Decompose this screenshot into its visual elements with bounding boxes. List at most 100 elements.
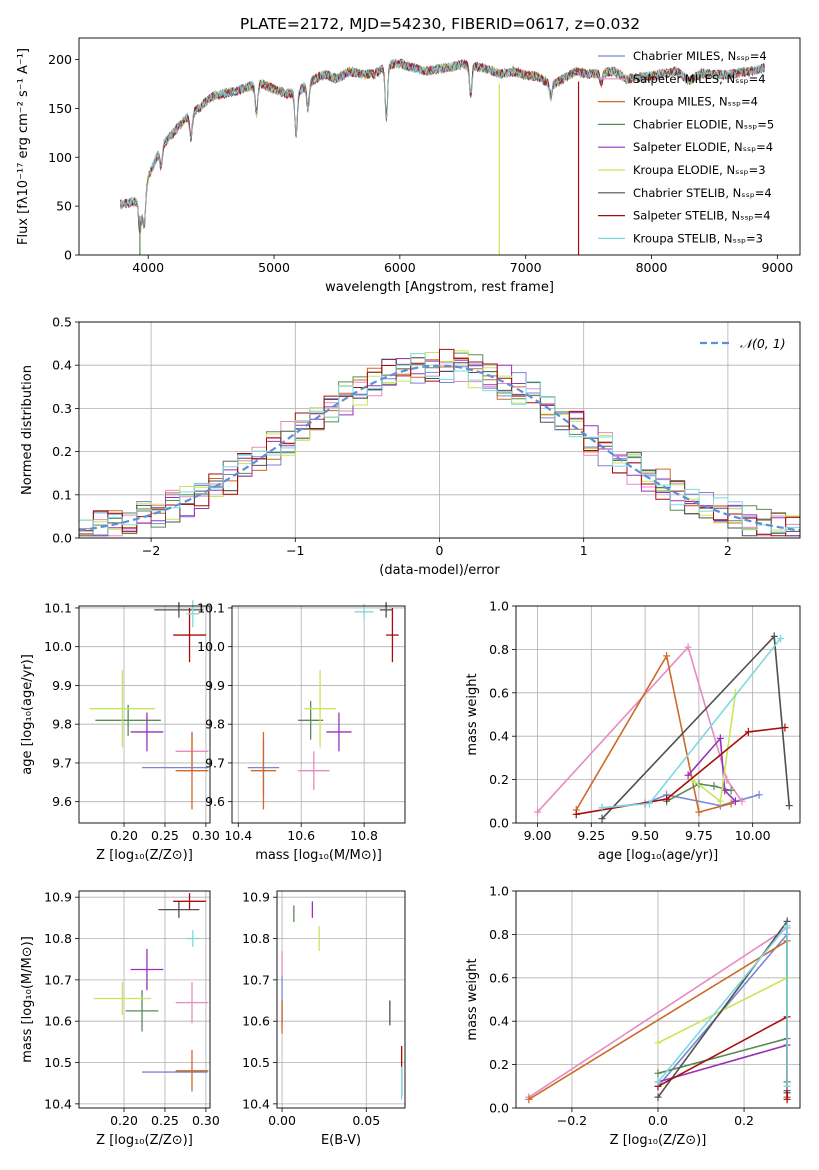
y-tick-label: 9.7 bbox=[52, 755, 72, 770]
y-tick-label: 9.9 bbox=[52, 678, 72, 693]
legend-label: Kroupa ELODIE, Nₛₛₚ=3 bbox=[633, 163, 766, 177]
plot-area: 𝒩(0, 1) bbox=[78, 336, 801, 537]
y-tick-label: 0.2 bbox=[489, 772, 509, 787]
x-tick-label: −2 bbox=[142, 543, 160, 558]
panel-massweight-vs-Z: −0.2 0.0 0.2 0.0 0.2 0.4 0.6 0.8 1.0 Z [log₁₀(Z/Z… bbox=[465, 884, 801, 1148]
y-tick-label: 0.4 bbox=[489, 1014, 509, 1029]
legend-label: Chabrier STELIB, Nₛₛₚ=4 bbox=[633, 186, 772, 200]
y-axis-label: mass [log₁₀(M/M⊙)] bbox=[20, 936, 35, 1063]
y-tick-label: 50 bbox=[56, 199, 72, 214]
plot-area bbox=[281, 901, 403, 1100]
panels: Chabrier MILES, Nₛₛₚ=4 Salpeter MILES, Nₛ… bbox=[16, 37, 801, 1148]
y-axis-label: age [log₁₀(age/yr)] bbox=[20, 654, 35, 775]
histogram bbox=[79, 353, 800, 535]
y-tick-label: 9.6 bbox=[52, 794, 72, 809]
x-tick-label: 9.50 bbox=[631, 828, 659, 843]
axes-frame bbox=[276, 890, 406, 1109]
y-tick-label: 10.4 bbox=[242, 1096, 270, 1111]
y-tick-label: 0.0 bbox=[489, 816, 509, 831]
x-tick-label: 10.4 bbox=[224, 828, 252, 843]
series-line bbox=[657, 923, 788, 1087]
x-tick-label: 0.30 bbox=[192, 1113, 220, 1128]
y-tick-label: 9.8 bbox=[52, 717, 72, 732]
panel-massweight-vs-age: 9.00 9.25 9.50 9.75 10.00 0.0 0.2 0.4 0.6 0.8 1.0 a… bbox=[465, 599, 801, 863]
panel-spectrum: Chabrier MILES, Nₛₛₚ=4 Salpeter MILES, Nₛ… bbox=[16, 37, 801, 295]
legend-label: 𝒩(0, 1) bbox=[740, 336, 786, 351]
x-tick-label: 9.25 bbox=[577, 828, 605, 843]
y-tick-label: 10.8 bbox=[242, 931, 270, 946]
series-line bbox=[657, 918, 788, 1098]
y-tick-label: 1.0 bbox=[489, 884, 509, 899]
y-tick-label: 9.8 bbox=[205, 717, 225, 732]
x-axis-label: Z [log₁₀(Z/Z⊙)] bbox=[610, 1133, 707, 1148]
x-axis-label: E(B-V) bbox=[321, 1133, 361, 1148]
x-tick-label: 0 bbox=[436, 543, 444, 558]
y-tick-label: 0.8 bbox=[489, 642, 509, 657]
y-tick-label: 0.1 bbox=[52, 487, 72, 502]
series-line bbox=[536, 645, 743, 813]
y-tick-label: 10.9 bbox=[44, 890, 72, 905]
legend-label: Salpeter MILES, Nₛₛₚ=4 bbox=[633, 72, 766, 86]
x-tick-label: 0.05 bbox=[352, 1113, 380, 1128]
legend-label: Kroupa MILES, Nₛₛₚ=4 bbox=[633, 95, 758, 109]
x-tick-label: 4000 bbox=[132, 260, 164, 275]
x-tick-label: 0.20 bbox=[110, 1113, 138, 1128]
axes-frame bbox=[78, 37, 801, 256]
x-tick-label: 5000 bbox=[258, 260, 290, 275]
y-tick-label: 9.7 bbox=[205, 755, 225, 770]
y-tick-label: 10.0 bbox=[197, 639, 225, 654]
x-tick-label: 10.6 bbox=[287, 828, 315, 843]
x-axis-label: Z [log₁₀(Z/Z⊙)] bbox=[96, 1133, 193, 1148]
series-line bbox=[576, 726, 785, 816]
x-axis-label: wavelength [Angstrom, rest frame] bbox=[325, 280, 554, 295]
plot-area bbox=[525, 917, 791, 1104]
x-tick-label: 9.75 bbox=[685, 828, 713, 843]
y-tick-label: 10.1 bbox=[44, 600, 72, 615]
y-tick-label: 0.6 bbox=[489, 970, 509, 985]
plot-area bbox=[534, 632, 793, 823]
panel-age-vs-Z: 0.20 0.25 0.30 9.6 9.7 9.8 9.9 10.0 10.1 Z [log₁₀… bbox=[20, 600, 220, 863]
y-tick-label: 10.7 bbox=[242, 972, 270, 987]
y-axis-label: Flux [fλ10⁻¹⁷ erg cm⁻² s⁻¹ A⁻¹] bbox=[16, 48, 31, 245]
plot-area: Chabrier MILES, Nₛₛₚ=4 Salpeter MILES, Nₛ… bbox=[120, 49, 774, 255]
y-tick-label: 0.3 bbox=[52, 401, 72, 416]
y-tick-label: 200 bbox=[48, 52, 72, 67]
x-tick-label: 0.30 bbox=[192, 828, 220, 843]
y-tick-label: 100 bbox=[48, 150, 72, 165]
x-tick-label: 10.8 bbox=[350, 828, 378, 843]
legend-label: Salpeter STELIB, Nₛₛₚ=4 bbox=[633, 209, 771, 223]
series-line bbox=[575, 653, 732, 814]
x-axis-label: Z [log₁₀(Z/Z⊙)] bbox=[96, 848, 193, 863]
panel-residuals: 𝒩(0, 1) −2 −1 0 1 2 0.0 0.1 0.2 0.3 0.4 0.5 (data-mo… bbox=[20, 315, 801, 578]
x-tick-label: 0.00 bbox=[268, 1113, 296, 1128]
y-tick-label: 0.0 bbox=[52, 531, 72, 546]
legend-label: Chabrier ELODIE, Nₛₛₚ=5 bbox=[633, 117, 774, 131]
axes-frame bbox=[515, 605, 801, 824]
y-tick-label: 150 bbox=[48, 101, 72, 116]
x-tick-label: −1 bbox=[286, 543, 304, 558]
panel-mass-vs-EBV: 0.00 0.05 10.4 10.5 10.6 10.7 10.8 10.9 E(B-V) bbox=[242, 890, 406, 1148]
normal-curve bbox=[78, 364, 801, 532]
y-tick-label: 10.6 bbox=[242, 1014, 270, 1029]
axes-frame bbox=[515, 890, 801, 1109]
x-tick-label: 0.20 bbox=[110, 828, 138, 843]
panel-mass-vs-Z: 0.20 0.25 0.30 10.4 10.5 10.6 10.7 10.8 10.9 Z [l… bbox=[20, 890, 220, 1148]
legend-label: Salpeter ELODIE, Nₛₛₚ=4 bbox=[633, 140, 773, 154]
plot-area bbox=[93, 893, 209, 1092]
y-axis-label: mass weight bbox=[465, 958, 480, 1040]
x-tick-label: 9000 bbox=[761, 260, 793, 275]
y-tick-label: 0.2 bbox=[52, 444, 72, 459]
y-tick-label: 0.0 bbox=[489, 1101, 509, 1116]
y-tick-label: 10.0 bbox=[44, 639, 72, 654]
y-tick-label: 0.8 bbox=[489, 927, 509, 942]
y-tick-label: 10.5 bbox=[44, 1055, 72, 1070]
x-tick-label: 1 bbox=[580, 543, 588, 558]
y-tick-label: 10.9 bbox=[242, 890, 270, 905]
spectrum-line bbox=[120, 58, 765, 232]
x-tick-label: 0.2 bbox=[734, 1113, 754, 1128]
plot-area bbox=[89, 600, 209, 810]
x-axis-label: mass [log₁₀(M/M⊙)] bbox=[255, 848, 382, 863]
y-tick-label: 10.5 bbox=[242, 1055, 270, 1070]
y-tick-label: 10.6 bbox=[44, 1014, 72, 1029]
